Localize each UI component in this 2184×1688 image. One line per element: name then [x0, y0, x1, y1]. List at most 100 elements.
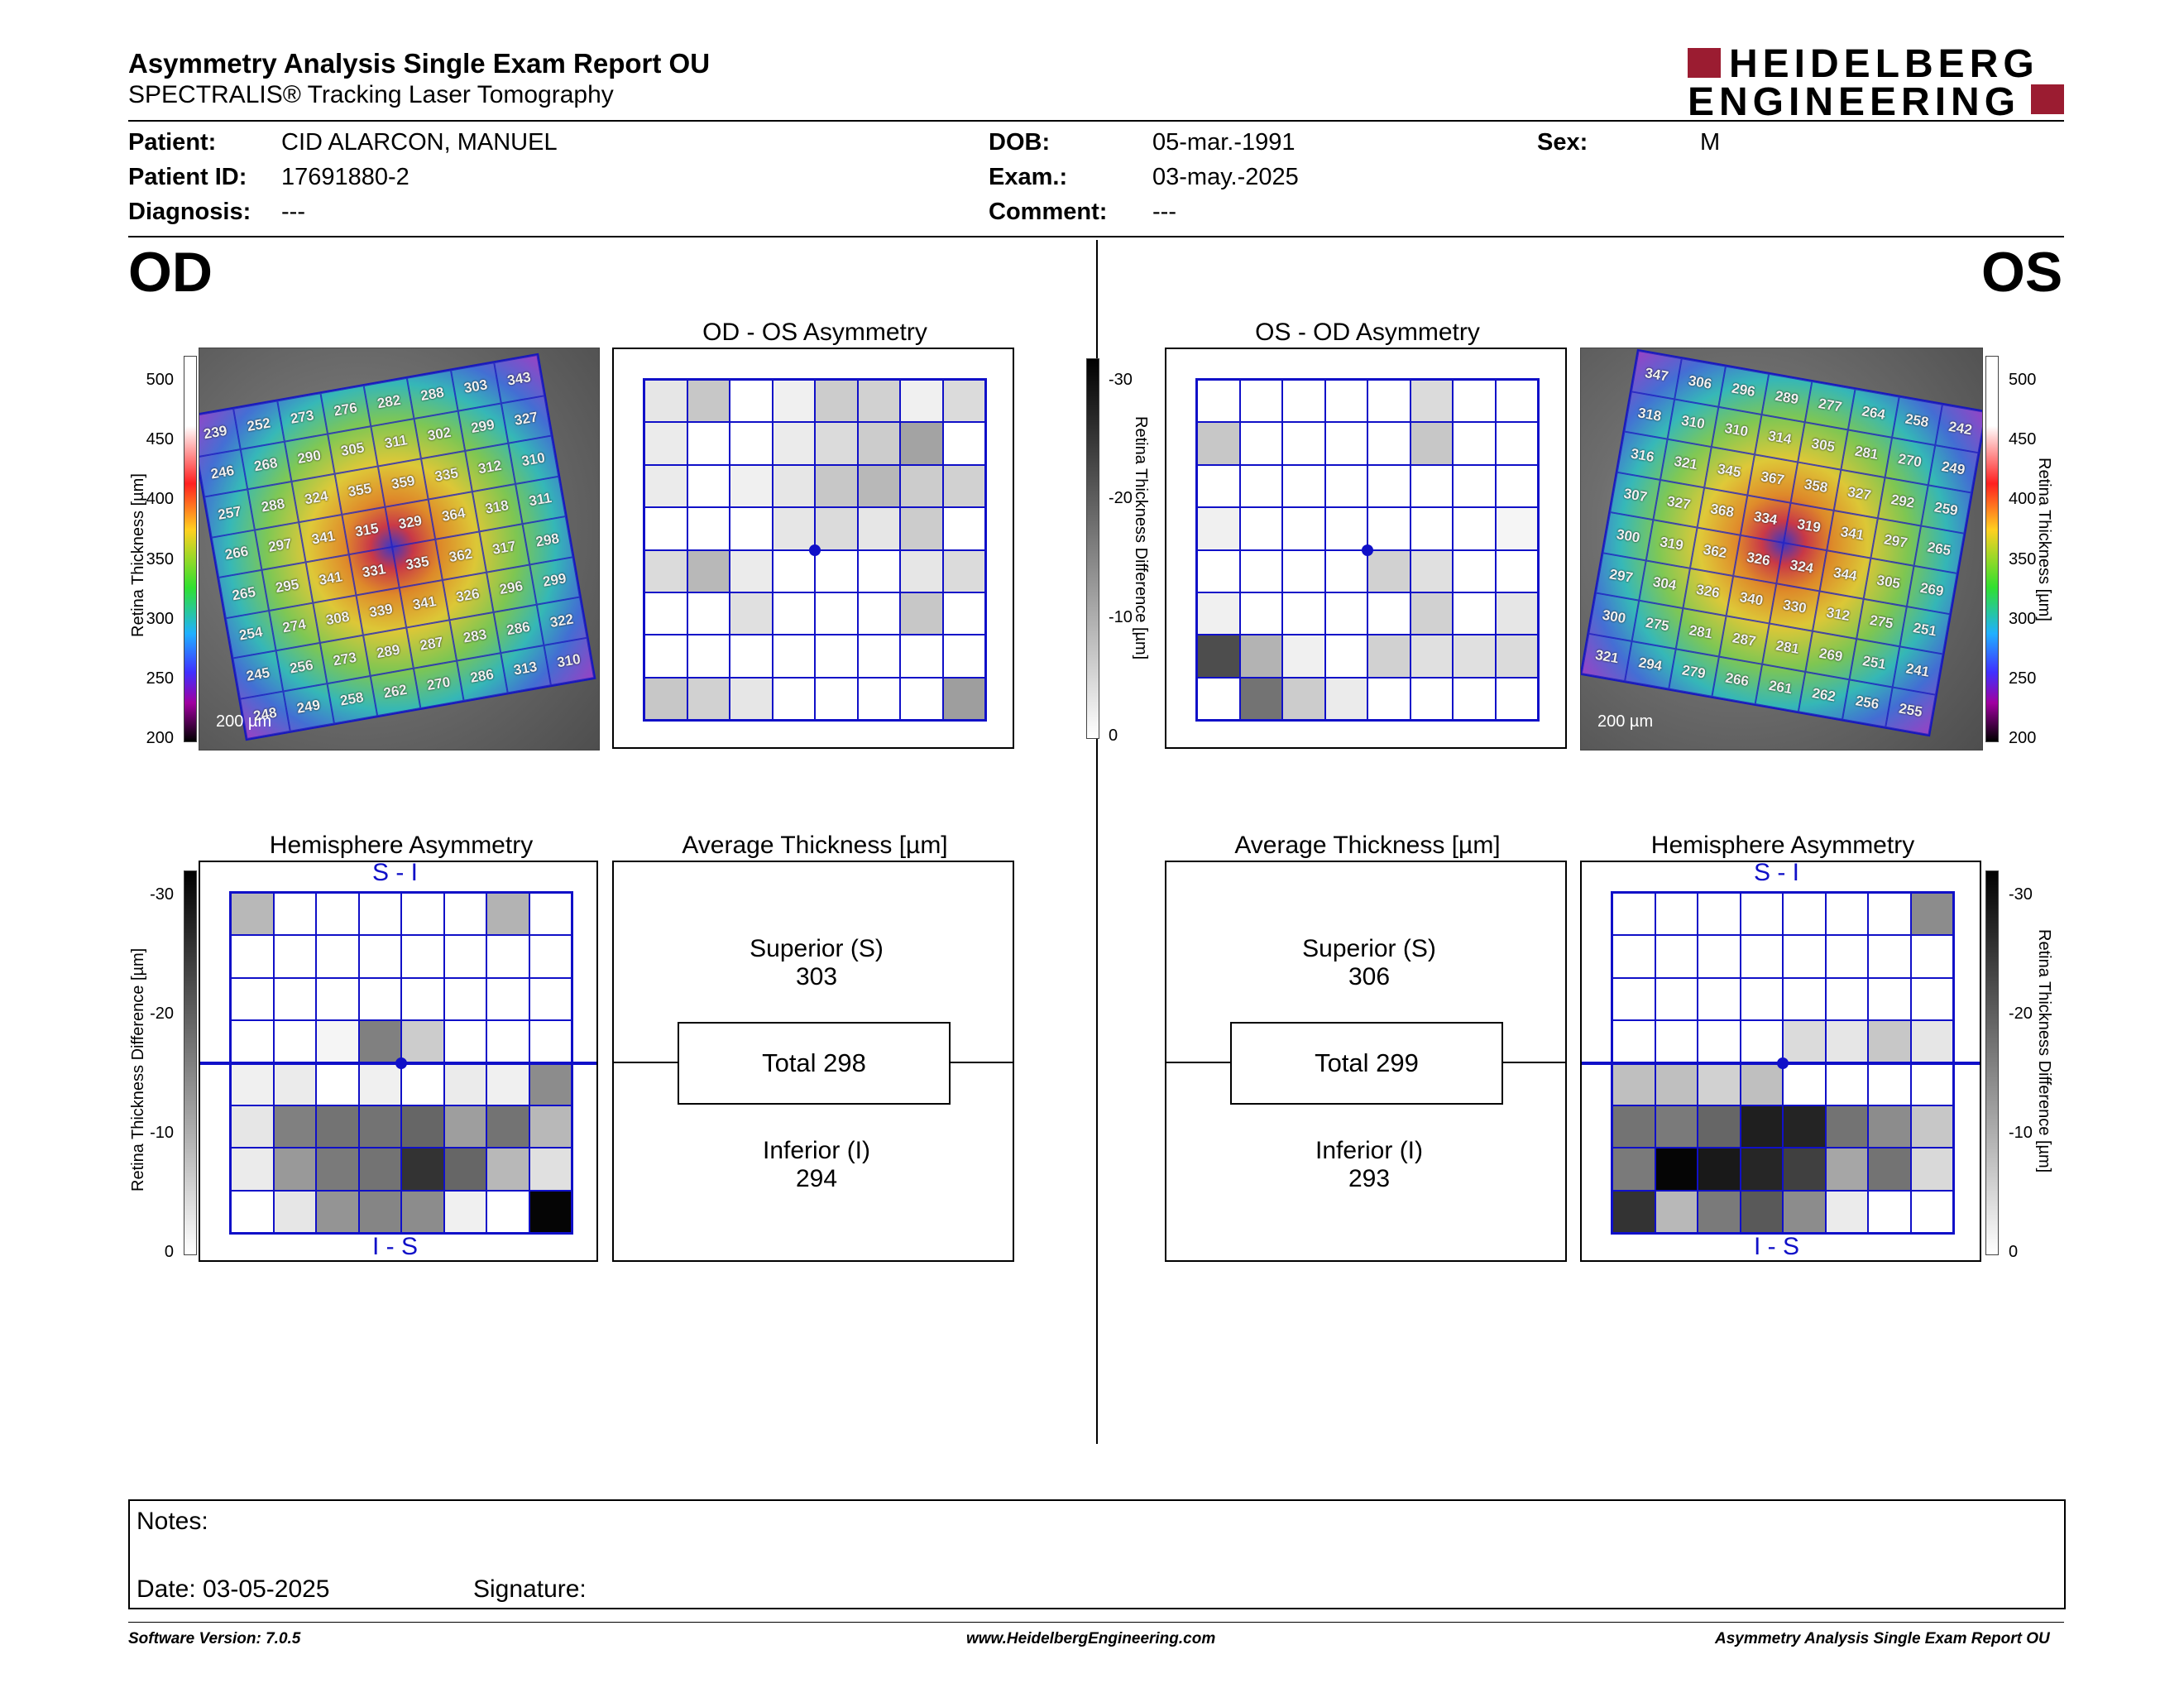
od-asym-cell-3-7: [942, 507, 985, 550]
od-hemi-cell-1-0: [231, 935, 274, 978]
od-asym-cell-2-1: [687, 464, 730, 508]
os-hemi-cell-1-2: [1698, 935, 1741, 978]
os-thickness-cell-3-3: 334: [1740, 495, 1791, 543]
os-hemi-panel: S - I I - S: [1580, 859, 1981, 1262]
os-thickness-cell-2-4: 358: [1790, 462, 1842, 511]
os-thickness-cell-5-1: 304: [1639, 560, 1690, 609]
od-asym-cell-6-7: [942, 635, 985, 678]
od-asym-cell-6-6: [900, 635, 943, 678]
os-thickness-cell-2-6: 292: [1877, 477, 1928, 525]
os-asym-cell-4-2: [1282, 549, 1325, 592]
od-hemi-cell-3-5: [443, 1020, 486, 1063]
od-hemi-cell-4-5: [443, 1062, 486, 1105]
od-hemi-cell-4-7: [529, 1062, 572, 1105]
od-hemi-cell-0-1: [273, 893, 316, 936]
os-asym-cell-5-1: [1239, 592, 1282, 635]
od-asym-cell-7-6: [900, 677, 943, 720]
os-hemi-cell-4-3: [1740, 1062, 1783, 1105]
os-hemi-cell-2-4: [1783, 977, 1826, 1021]
od-asym-cell-5-5: [857, 592, 900, 635]
od-hemi-cell-3-4: [401, 1020, 444, 1063]
os-thickness-cell-5-0: 297: [1596, 552, 1647, 601]
os-hemi-cell-4-4: [1783, 1062, 1826, 1105]
od-hemi-ticks-tick-0: -30: [150, 885, 174, 904]
od-asym-cell-0-5: [857, 380, 900, 423]
os-hemi-cell-4-7: [1910, 1062, 1953, 1105]
od-hemi-cell-7-6: [486, 1190, 529, 1233]
os-thickness-cell-2-0: 316: [1616, 431, 1668, 480]
od-hemi-cell-0-5: [443, 893, 486, 936]
os-thickness-cell-3-7: 265: [1913, 525, 1965, 573]
exam-date: 03-may.-2025: [1152, 164, 1299, 190]
os-thickness-cell-4-3: 326: [1732, 535, 1784, 583]
os-asym-cell-2-3: [1324, 464, 1367, 508]
report-title: Asymmetry Analysis Single Exam Report OU: [128, 48, 711, 79]
os-avg-title: Average Thickness [µm]: [1234, 832, 1501, 859]
os-hemi-cell-7-1: [1655, 1190, 1698, 1233]
os-asym-cell-1-1: [1239, 422, 1282, 465]
os-hemi-cell-1-3: [1740, 935, 1783, 978]
os-asym-title: OS - OD Asymmetry: [1255, 319, 1480, 346]
os-thickness-cell-0-3: 289: [1761, 373, 1813, 422]
center-diff-ticks-tick-0: -30: [1109, 371, 1133, 389]
os-hemi-cell-6-5: [1825, 1148, 1868, 1191]
os-asym-cell-1-4: [1367, 422, 1410, 465]
os-thick-ticks-tick-2: 400: [2009, 490, 2037, 509]
sex-label: Sex:: [1537, 129, 1588, 156]
od-asym-cell-3-6: [900, 507, 943, 550]
os-hemi-cell-6-0: [1612, 1148, 1655, 1191]
signature-label: Signature:: [473, 1575, 587, 1603]
os-asym-cell-4-6: [1453, 549, 1496, 592]
od-hemi-cell-0-2: [316, 893, 359, 936]
center-diff-ticks-tick-2: -10: [1109, 607, 1133, 626]
os-thickness-cell-5-3: 340: [1726, 575, 1777, 624]
os-asym-cell-0-0: [1197, 380, 1240, 423]
notes-box[interactable]: Notes: Date: 03-05-2025 Signature:: [128, 1499, 2066, 1609]
od-hemi-cell-7-3: [358, 1190, 401, 1233]
od-asym-cell-5-4: [815, 592, 858, 635]
os-asym-cell-4-5: [1410, 549, 1453, 592]
od-asym-cell-3-1: [687, 507, 730, 550]
od-eye-label: OD: [128, 241, 213, 304]
os-asym-cell-3-2: [1282, 507, 1325, 550]
os-asym-cell-5-6: [1453, 592, 1496, 635]
od-asym-cell-2-5: [857, 464, 900, 508]
os-asym-grid: [1195, 378, 1540, 722]
os-thickness-cell-3-6: 297: [1870, 517, 1921, 566]
os-thick-ticks-tick-5: 250: [2009, 669, 2037, 688]
website-link[interactable]: www.HeidelbergEngineering.com: [966, 1630, 1216, 1647]
os-asym-cell-5-2: [1282, 592, 1325, 635]
os-thickness-cell-4-0: 300: [1602, 512, 1654, 561]
diagnosis-label: Diagnosis:: [128, 199, 251, 225]
od-fundus-image: 239 252 273 276 282 288 303 343 246 268 290 305 311 3…: [199, 348, 600, 750]
od-hemi-ticks-tick-2: -10: [150, 1124, 174, 1142]
od-inferior-value: 294: [795, 1165, 838, 1192]
od-thick-ticks-tick-4: 300: [146, 609, 174, 628]
od-asym-cell-2-4: [815, 464, 858, 508]
os-thickness-cell-4-6: 305: [1863, 558, 1914, 607]
os-hemi-cell-2-3: [1740, 977, 1783, 1021]
os-hemi-cell-0-5: [1825, 893, 1868, 936]
os-asym-cell-7-3: [1324, 677, 1367, 720]
os-hemi-cell-6-6: [1868, 1148, 1911, 1191]
od-inferior-label: Inferior (I): [762, 1137, 871, 1164]
os-thickness-cell-5-6: 275: [1856, 598, 1907, 647]
os-thickness-cell-1-0: 318: [1624, 391, 1675, 439]
od-asym-cell-4-4: [815, 549, 858, 592]
od-hemi-ticks-tick-1: -20: [150, 1005, 174, 1023]
os-asym-center-dot: [1362, 544, 1373, 556]
os-hemi-cell-7-0: [1612, 1190, 1655, 1233]
od-asym-cell-5-2: [730, 592, 773, 635]
os-asym-cell-3-1: [1239, 507, 1282, 550]
os-hemi-title: Hemisphere Asymmetry: [1650, 832, 1915, 859]
od-asym-cell-6-3: [772, 635, 815, 678]
os-asym-cell-4-7: [1495, 549, 1538, 592]
os-asym-cell-4-4: [1367, 549, 1410, 592]
comment-label: Comment:: [989, 199, 1108, 225]
os-hemi-cell-5-4: [1783, 1105, 1826, 1149]
os-asym-cell-3-5: [1410, 507, 1453, 550]
sex-value: M: [1700, 129, 1721, 156]
os-asym-cell-7-4: [1367, 677, 1410, 720]
os-inferior-value: 293: [1348, 1165, 1391, 1192]
os-asym-cell-6-2: [1282, 635, 1325, 678]
